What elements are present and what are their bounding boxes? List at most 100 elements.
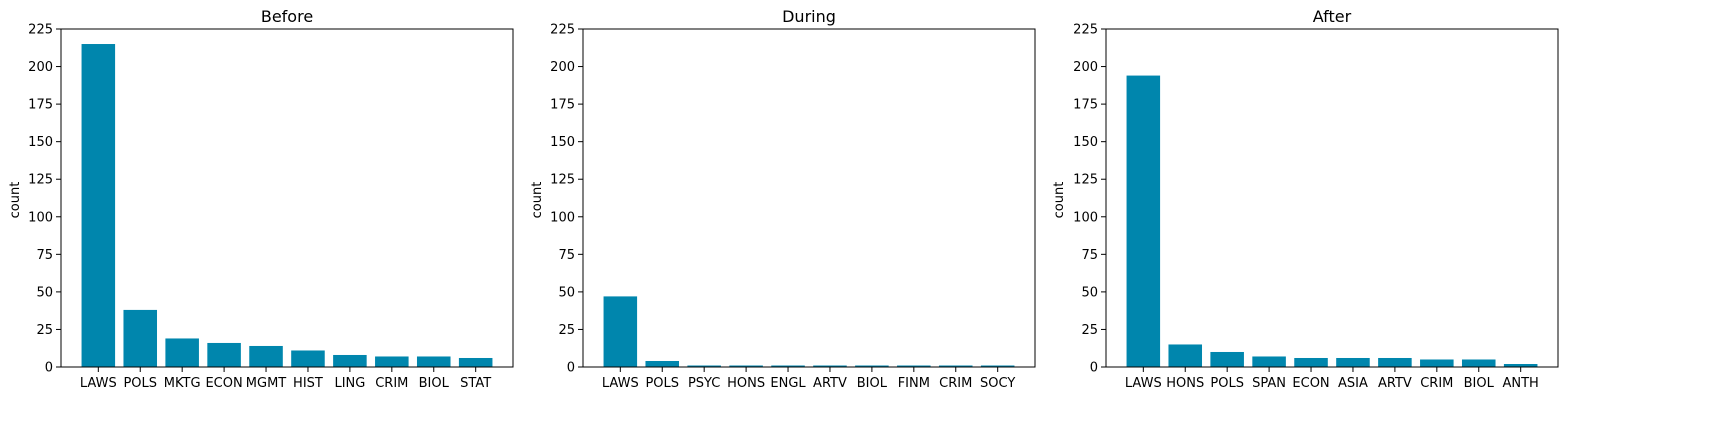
bar [1503,364,1538,367]
axes-frame [1105,28,1559,368]
bar [603,296,638,367]
bar [1126,75,1161,367]
bar [729,365,763,367]
x-tick-label: ANTH [1503,376,1539,391]
bar [249,345,283,367]
x-tick-label: ARTV [1378,376,1412,391]
x-tick-label: CRIM [375,376,408,391]
bar [333,354,367,367]
x-tick-label: FINM [898,376,930,391]
y-tick-label: 100 [550,210,575,225]
x-tick-label: MGMT [246,376,287,391]
y-tick-label: 25 [1081,323,1098,338]
bar [1210,351,1244,367]
x-tick-label: ARTV [813,376,847,391]
y-tick-label: 50 [1081,285,1098,300]
y-axis-label: count [1052,182,1067,219]
bar [81,44,116,368]
bar [1461,359,1496,367]
y-tick-label: 150 [1073,135,1098,150]
x-tick-label: HIST [293,376,323,391]
bar [207,342,241,367]
x-tick-label: SPAN [1252,376,1286,391]
bar [855,365,889,367]
y-tick-label: 0 [45,361,53,376]
bar [291,350,325,367]
x-tick-label: POLS [645,376,679,391]
x-tick-label: POLS [1210,376,1244,391]
bar [416,356,451,367]
bar [645,360,680,367]
x-tick-label: ECON [205,376,242,391]
bar [1336,357,1370,367]
y-tick-label: 125 [1073,173,1098,188]
plot-area: 0 25 50 75 100 125 150 175 200 225 LAWS POLS PSYC HON… [550,23,1036,391]
chart-title: Before [261,7,313,26]
y-tick-label: 225 [1073,23,1098,38]
x-tick-label: ENGL [770,376,806,391]
y-tick-label: 0 [567,361,575,376]
plot-area: 0 25 50 75 100 125 150 175 200 225 LAWS POLS MKTG ECO… [28,23,514,391]
y-tick-label: 125 [28,173,53,188]
subplot-before: Before count 0 25 50 75 100 125 150 175 200 225 LA… [8,7,514,391]
y-tick-label: 200 [28,60,53,75]
y-tick-label: 75 [36,248,53,263]
y-tick-label: 225 [28,23,53,38]
y-tick-label: 125 [550,173,575,188]
bar [123,309,158,367]
y-tick-label: 225 [550,23,575,38]
x-tick-label: SOCY [980,376,1015,391]
bar [771,365,805,367]
x-tick-label: LAWS [602,376,639,391]
y-tick-label: 100 [28,210,53,225]
bar [813,365,847,367]
bar [1420,359,1454,367]
y-tick-label: 150 [550,135,575,150]
y-tick-label: 175 [550,98,575,113]
subplot-during: During count 0 25 50 75 100 125 150 175 200 225 LA… [530,7,1036,391]
y-tick-label: 75 [558,248,575,263]
x-tick-label: LAWS [80,376,117,391]
bar [938,365,973,367]
x-tick-label: LAWS [1125,376,1162,391]
x-tick-label: LING [334,376,365,391]
x-tick-label: STAT [460,376,491,391]
y-tick-label: 175 [28,98,53,113]
y-tick-label: 100 [1073,210,1098,225]
y-tick-label: 200 [550,60,575,75]
x-tick-label: ASIA [1338,376,1368,391]
x-tick-label: POLS [123,376,157,391]
y-tick-label: 150 [28,135,53,150]
bar [1168,344,1203,367]
bar [687,365,721,367]
x-tick-label: CRIM [939,376,972,391]
chart-title: During [782,7,836,26]
y-tick-label: 50 [36,285,53,300]
x-tick-label: ECON [1292,376,1329,391]
bar [375,356,409,367]
bar [1378,357,1412,367]
y-tick-label: 175 [1073,98,1098,113]
x-tick-label: BIOL [857,376,888,391]
x-tick-label: PSYC [688,376,720,391]
y-tick-label: 200 [1073,60,1098,75]
bar [897,365,931,367]
y-tick-label: 25 [36,323,53,338]
x-tick-label: HONS [727,376,765,391]
axes-frame [60,28,514,368]
y-axis-label: count [530,182,545,219]
x-tick-label: MKTG [164,376,201,391]
bar [165,338,199,367]
chart-title: After [1313,7,1352,26]
plot-area: 0 25 50 75 100 125 150 175 200 225 LAWS HONS POLS SPA… [1073,23,1559,391]
y-tick-label: 75 [1081,248,1098,263]
x-tick-label: BIOL [1464,376,1495,391]
axes-frame [582,28,1036,368]
bar [1294,357,1328,367]
bar [980,365,1015,367]
y-tick-label: 0 [1090,361,1098,376]
bar [1252,356,1286,367]
subplot-after: After count 0 25 50 75 100 125 150 175 200 225 LAW… [1052,7,1559,391]
y-tick-label: 50 [558,285,575,300]
